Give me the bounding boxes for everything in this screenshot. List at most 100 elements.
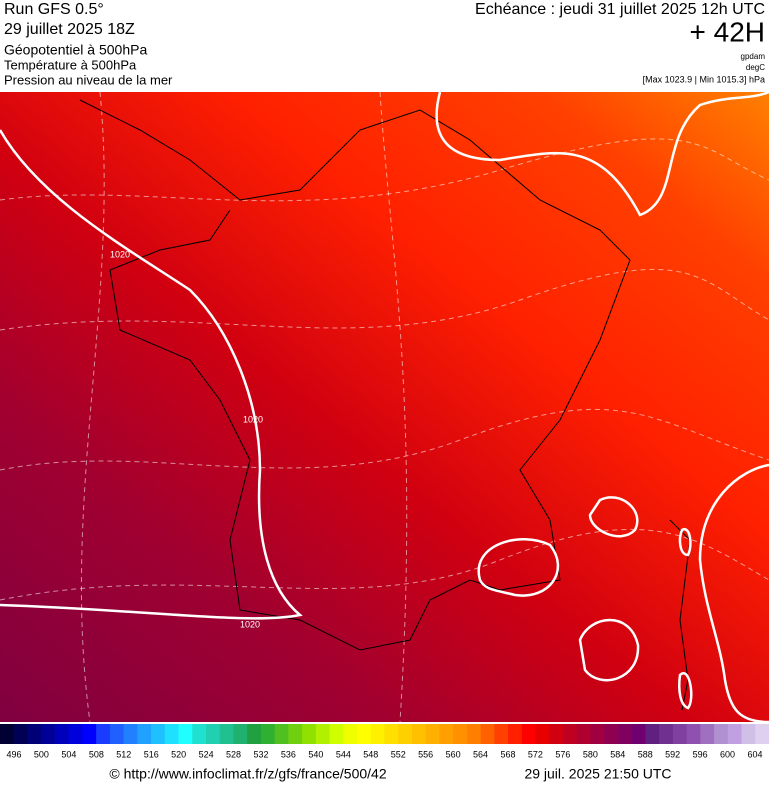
colorbar-cell bbox=[411, 724, 427, 744]
map-area: 1020 1020 1020 bbox=[0, 90, 769, 724]
colorbar-label: 536 bbox=[281, 749, 296, 759]
colorbar-cell bbox=[247, 724, 262, 744]
colorbar-cell bbox=[521, 724, 537, 744]
colorbar-label: 596 bbox=[693, 749, 708, 759]
colorbar-label: 560 bbox=[446, 749, 461, 759]
colorbar-cell bbox=[260, 724, 276, 744]
colorbar-cell bbox=[563, 724, 578, 744]
colorbar-label: 572 bbox=[528, 749, 543, 759]
colorbar-label: 588 bbox=[638, 749, 653, 759]
colorbar-label: 552 bbox=[391, 749, 406, 759]
colorbar-cell bbox=[123, 724, 138, 744]
colorbar-cell bbox=[315, 724, 331, 744]
colorbar-cell bbox=[453, 724, 468, 744]
colorbar-cell bbox=[727, 724, 743, 744]
colorbar-cell bbox=[384, 724, 399, 744]
colorbar-cell bbox=[755, 724, 769, 744]
field-label: Pression au niveau de la mer bbox=[4, 72, 173, 87]
colorbar-label: 532 bbox=[253, 749, 268, 759]
colorbar-label: 520 bbox=[171, 749, 186, 759]
colorbar-cell bbox=[590, 724, 605, 744]
colorbar-cell bbox=[535, 724, 550, 744]
colorbar: 496 500 504 508 512 516 520 524 528 532 536 540 544 5… bbox=[0, 724, 769, 759]
unit-label: gpdam bbox=[741, 52, 766, 61]
colorbar-label: 540 bbox=[308, 749, 323, 759]
colorbar-label: 516 bbox=[144, 749, 159, 759]
colorbar-cell bbox=[576, 724, 591, 744]
colorbar-cell bbox=[425, 724, 440, 744]
colorbar-cell bbox=[151, 724, 166, 744]
colorbar-cell bbox=[645, 724, 660, 744]
colorbar-label: 500 bbox=[34, 749, 49, 759]
colorbar-cell bbox=[219, 724, 234, 744]
lead-time: + 42H bbox=[690, 16, 766, 47]
timestamp: 29 juil. 2025 21:50 UTC bbox=[524, 766, 671, 782]
colorbar-label: 556 bbox=[418, 749, 433, 759]
colorbar-label: 604 bbox=[747, 749, 762, 759]
colorbar-cell bbox=[357, 724, 372, 744]
field-label: Géopotentiel à 500hPa bbox=[4, 42, 147, 58]
colorbar-cell bbox=[109, 724, 125, 744]
colorbar-cell bbox=[13, 724, 28, 744]
coastlines bbox=[79, 99, 691, 711]
colorbar-cell bbox=[96, 724, 111, 744]
colorbar-label: 524 bbox=[199, 749, 214, 759]
colorbar-label: 600 bbox=[720, 749, 735, 759]
colorbar-cell bbox=[302, 724, 317, 744]
colorbar-label: 576 bbox=[555, 749, 570, 759]
colorbar-label: 508 bbox=[89, 749, 104, 759]
colorbar-label: 528 bbox=[226, 749, 241, 759]
colorbar-cell bbox=[508, 724, 523, 744]
run-date: 29 juillet 2025 18Z bbox=[4, 21, 135, 38]
colorbar-label: 564 bbox=[473, 749, 488, 759]
colorbar-label: 580 bbox=[583, 749, 598, 759]
field-label: Température à 500hPa bbox=[4, 57, 137, 72]
forecast-time: Echéance : jeudi 31 juillet 2025 12h UTC bbox=[475, 1, 765, 18]
colorbar-cell bbox=[398, 724, 413, 744]
colorbar-cell bbox=[480, 724, 495, 744]
colorbar-cell bbox=[0, 724, 15, 744]
colorbar-cell bbox=[659, 724, 674, 744]
isobar-label: 1020 bbox=[110, 249, 130, 259]
colorbar-label: 504 bbox=[61, 749, 76, 759]
colorbar-cell bbox=[192, 724, 207, 744]
colorbar-cell bbox=[672, 724, 688, 744]
colorbar-cell bbox=[233, 724, 248, 744]
pressure-range: [Max 1023.9 | Min 1015.3] hPa bbox=[643, 74, 765, 84]
colorbar-cell bbox=[741, 724, 756, 744]
colorbar-cell bbox=[27, 724, 42, 744]
colorbar-cell bbox=[343, 724, 358, 744]
colorbar-cell bbox=[714, 724, 729, 744]
colorbar-cell bbox=[686, 724, 701, 744]
colorbar-cell bbox=[54, 724, 70, 744]
colorbar-cell bbox=[329, 724, 344, 744]
isobar-label: 1020 bbox=[243, 414, 263, 424]
colorbar-cell bbox=[466, 724, 482, 744]
colorbar-label: 544 bbox=[336, 749, 351, 759]
colorbar-cell bbox=[178, 724, 193, 744]
field-background bbox=[0, 92, 769, 722]
colorbar-cell bbox=[631, 724, 646, 744]
run-title: Run GFS 0.5° bbox=[4, 1, 104, 18]
source-url: © http://www.infoclimat.fr/z/gfs/france/… bbox=[109, 766, 386, 782]
isobar-label: 1020 bbox=[240, 619, 260, 629]
colorbar-label: 496 bbox=[6, 749, 21, 759]
colorbar-cell bbox=[370, 724, 385, 744]
colorbar-label: 568 bbox=[500, 749, 515, 759]
isobars bbox=[0, 90, 769, 724]
colorbar-cell bbox=[700, 724, 715, 744]
temperature-contours bbox=[0, 91, 769, 723]
colorbar-cell bbox=[274, 724, 289, 744]
colorbar-cell bbox=[68, 724, 83, 744]
colorbar-label: 512 bbox=[116, 749, 131, 759]
colorbar-label: 584 bbox=[610, 749, 625, 759]
colorbar-cell bbox=[617, 724, 633, 744]
unit-label: degC bbox=[746, 63, 765, 72]
colorbar-cell bbox=[41, 724, 56, 744]
colorbar-cell bbox=[82, 724, 97, 744]
colorbar-cell bbox=[164, 724, 180, 744]
colorbar-cell bbox=[137, 724, 152, 744]
colorbar-label: 592 bbox=[665, 749, 680, 759]
